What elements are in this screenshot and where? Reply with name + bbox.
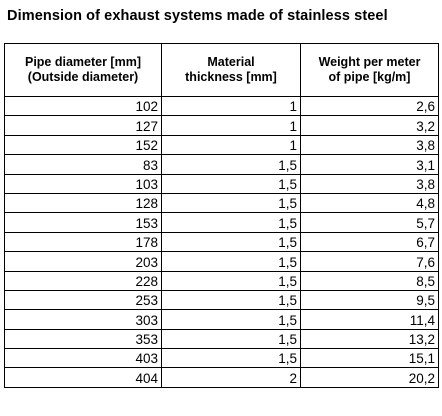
cell-material-thickness: 1,5 xyxy=(161,212,301,233)
cell-weight-per-meter: 6,7 xyxy=(300,231,439,253)
cell-pipe-diameter: 83 xyxy=(4,154,162,175)
cell-weight-per-meter: 5,7 xyxy=(300,212,439,233)
cell-weight-per-meter: 9,5 xyxy=(300,289,439,311)
table-row: 103 1,5 3,8 xyxy=(4,173,439,194)
table-body: 102 1 2,6 127 1 3,2 152 1 3,8 83 1,5 3,1 103 1,5 3,8 12… xyxy=(4,95,439,388)
cell-material-thickness: 1,5 xyxy=(161,192,301,214)
table-header-row: Pipe diameter [mm] (Outside diameter) Ma… xyxy=(4,43,439,97)
cell-weight-per-meter: 13,2 xyxy=(300,328,439,350)
cell-material-thickness: 1,5 xyxy=(161,328,301,350)
cell-pipe-diameter: 178 xyxy=(4,231,162,253)
cell-pipe-diameter: 403 xyxy=(4,348,162,369)
header-line: of pipe [kg/m] xyxy=(328,70,411,84)
cell-material-thickness: 1,5 xyxy=(161,231,301,253)
cell-pipe-diameter: 103 xyxy=(4,173,162,194)
cell-material-thickness: 1,5 xyxy=(161,173,301,194)
cell-material-thickness: 1 xyxy=(161,95,301,117)
cell-material-thickness: 1,5 xyxy=(161,251,301,272)
header-line: Material xyxy=(207,55,255,69)
header-material-thickness: Material thickness [mm] xyxy=(161,43,301,97)
cell-pipe-diameter: 127 xyxy=(4,115,162,136)
table-row: 153 1,5 5,7 xyxy=(4,212,439,233)
cell-pipe-diameter: 228 xyxy=(4,270,162,291)
cell-material-thickness: 1,5 xyxy=(161,309,301,330)
cell-weight-per-meter: 15,1 xyxy=(300,348,439,369)
cell-material-thickness: 2 xyxy=(161,367,301,388)
table-row: 353 1,5 13,2 xyxy=(4,328,439,350)
table-row: 404 2 20,2 xyxy=(4,367,439,388)
cell-material-thickness: 1 xyxy=(161,134,301,156)
table-row: 83 1,5 3,1 xyxy=(4,154,439,175)
cell-material-thickness: 1,5 xyxy=(161,289,301,311)
table-row: 102 1 2,6 xyxy=(4,95,439,117)
header-line: (Outside diameter) xyxy=(27,70,139,84)
cell-material-thickness: 1,5 xyxy=(161,348,301,369)
header-weight-per-meter: Weight per meter of pipe [kg/m] xyxy=(300,43,439,97)
table-row: 228 1,5 8,5 xyxy=(4,270,439,291)
table-row: 253 1,5 9,5 xyxy=(4,289,439,311)
document-title: Dimension of exhaust systems made of sta… xyxy=(7,8,388,24)
header-pipe-diameter: Pipe diameter [mm] (Outside diameter) xyxy=(4,43,162,97)
cell-weight-per-meter: 3,1 xyxy=(300,154,439,175)
table-row: 127 1 3,2 xyxy=(4,115,439,136)
cell-weight-per-meter: 20,2 xyxy=(300,367,439,388)
cell-pipe-diameter: 128 xyxy=(4,192,162,214)
cell-weight-per-meter: 8,5 xyxy=(300,270,439,291)
header-line: thickness [mm] xyxy=(185,70,277,84)
table-row: 178 1,5 6,7 xyxy=(4,231,439,253)
cell-weight-per-meter: 3,2 xyxy=(300,115,439,136)
cell-material-thickness: 1,5 xyxy=(161,154,301,175)
cell-pipe-diameter: 203 xyxy=(4,251,162,272)
table-row: 403 1,5 15,1 xyxy=(4,348,439,369)
header-line: Pipe diameter [mm] xyxy=(24,55,141,69)
cell-pipe-diameter: 152 xyxy=(4,134,162,156)
cell-pipe-diameter: 253 xyxy=(4,289,162,311)
cell-weight-per-meter: 3,8 xyxy=(300,134,439,156)
table-row: 128 1,5 4,8 xyxy=(4,192,439,214)
cell-material-thickness: 1,5 xyxy=(161,270,301,291)
cell-pipe-diameter: 404 xyxy=(4,367,162,388)
dimensions-table: Pipe diameter [mm] (Outside diameter) Ma… xyxy=(4,43,439,388)
cell-pipe-diameter: 102 xyxy=(4,95,162,117)
cell-weight-per-meter: 2,6 xyxy=(300,95,439,117)
header-line: Weight per meter xyxy=(318,55,421,69)
cell-material-thickness: 1 xyxy=(161,115,301,136)
table-row: 203 1,5 7,6 xyxy=(4,251,439,272)
cell-pipe-diameter: 153 xyxy=(4,212,162,233)
cell-weight-per-meter: 4,8 xyxy=(300,192,439,214)
cell-weight-per-meter: 11,4 xyxy=(300,309,439,330)
table-row: 303 1,5 11,4 xyxy=(4,309,439,330)
table-row: 152 1 3,8 xyxy=(4,134,439,156)
cell-pipe-diameter: 353 xyxy=(4,328,162,350)
cell-pipe-diameter: 303 xyxy=(4,309,162,330)
cell-weight-per-meter: 7,6 xyxy=(300,251,439,272)
cell-weight-per-meter: 3,8 xyxy=(300,173,439,194)
